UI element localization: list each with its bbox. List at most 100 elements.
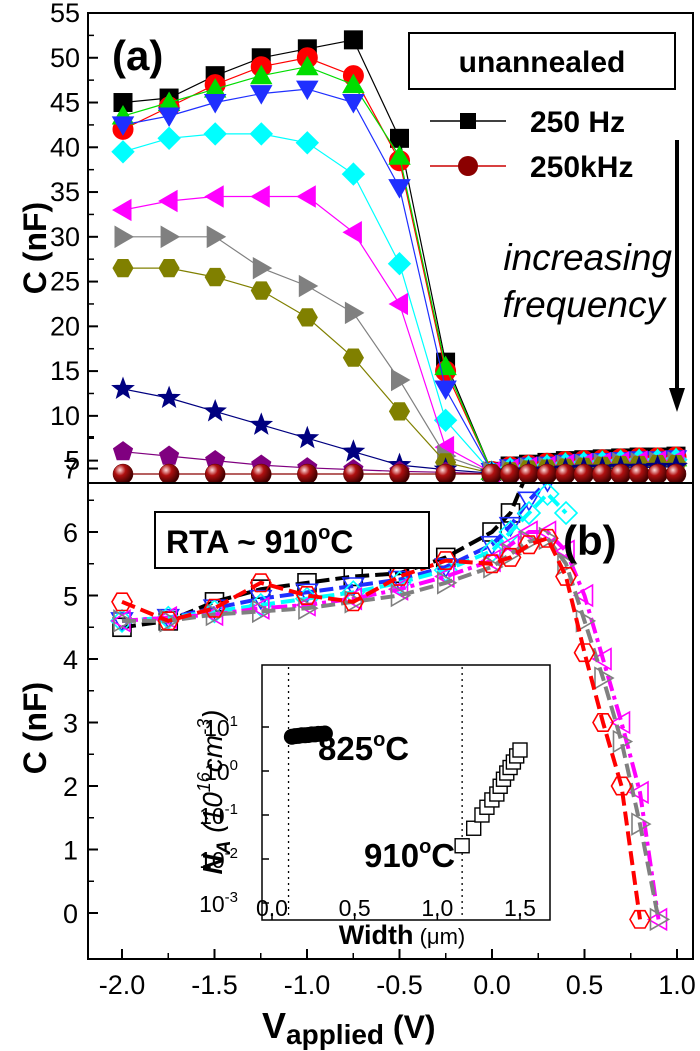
inset-x-tick-label: 1.5 <box>504 895 536 921</box>
panel-b-point <box>344 590 365 614</box>
panel-b-point <box>157 611 180 631</box>
panel-a-point <box>343 30 363 50</box>
panel-b-y-ticks: 0 1 2 3 4 5 6 7 <box>63 436 98 929</box>
panel-b-point <box>113 609 134 633</box>
panel-a-point <box>296 185 316 208</box>
inset-ticks: 0.0 0.5 1.0 1.5 10-3 10-2 10-1 100 101 <box>199 713 536 921</box>
panel-a-point <box>388 179 411 199</box>
panel-a-point <box>160 225 181 249</box>
panel-a-point <box>391 368 411 392</box>
inset-x-label: Width (μm) <box>339 920 466 950</box>
panel-a-point <box>389 463 410 483</box>
panel-a-y-tick-label: 55 <box>50 0 80 28</box>
panel-b-y-tick-label: 2 <box>63 772 78 802</box>
panel-b-x-ticks: -2.0 -1.5 -1.0 -0.5 0.0 0.5 1.0 <box>99 949 696 1000</box>
panel-b-point <box>434 551 457 571</box>
panel-b-point <box>249 573 272 593</box>
panel-a-point <box>628 463 650 483</box>
unannealed-label: unannealed <box>459 46 626 79</box>
panel-a-point <box>112 441 134 461</box>
panel-a-point <box>435 463 456 483</box>
panel-a-y-tick-label: 20 <box>50 311 80 341</box>
inset-series <box>283 667 528 918</box>
panel-a-point <box>250 85 273 105</box>
panel-b-point <box>342 592 365 612</box>
panel-a-point <box>204 185 224 208</box>
panel-a-point <box>251 463 272 483</box>
panel-a-point <box>111 140 135 164</box>
inset-y-tick-label: 100 <box>204 757 238 785</box>
panel-a-point <box>342 221 362 244</box>
panel-b-point <box>159 609 180 633</box>
panel-b-point <box>536 528 559 548</box>
panel-b-line-5 <box>121 535 642 920</box>
panel-b-y-label: C (nF) <box>17 682 53 774</box>
arrow-label-line1: increasing <box>503 237 672 278</box>
inset-point-910 <box>466 820 482 836</box>
panel-b-point <box>436 571 458 595</box>
panel-a-point <box>204 463 226 483</box>
legend-label-250hz: 250 Hz <box>530 106 625 139</box>
unannealed-box <box>408 32 676 90</box>
panel-b-y-tick-label: 5 <box>63 582 78 612</box>
panel-b-point <box>592 712 614 733</box>
panel-b-series <box>109 483 671 932</box>
panel-a-point <box>388 292 408 316</box>
panel-a-point <box>114 225 134 249</box>
panel-a-point <box>203 398 227 422</box>
rta-box <box>154 511 430 569</box>
panel-b-x-tick-label: -0.5 <box>376 970 423 1000</box>
panel-a-point <box>387 251 412 276</box>
panel-b-point <box>612 729 634 754</box>
panel-a-point <box>111 376 135 400</box>
panel-a-point <box>111 198 132 222</box>
panel-a-y-label: C (nF) <box>17 202 53 294</box>
panel-a-point <box>158 259 180 278</box>
panel-a-point <box>388 145 411 165</box>
panel-b-point <box>553 500 579 526</box>
panel-a-point <box>341 162 366 186</box>
panel-a-point <box>158 189 178 213</box>
panel-a-series-10 <box>112 463 687 483</box>
panel-a: 5 10 15 20 25 30 35 40 45 50 55 (a) unannealed 250… <box>17 0 694 484</box>
panel-a-point <box>297 463 318 483</box>
inset-series-0 <box>283 725 333 745</box>
panel-b-frame <box>87 482 694 960</box>
panel-b-point <box>609 710 631 735</box>
panel-a-series-5 <box>111 185 685 483</box>
panel-b-point <box>572 583 594 608</box>
panel-b-y-tick-label: 4 <box>63 645 78 675</box>
panel-b-x-tick-label: 0.5 <box>566 970 604 1000</box>
panel-a-y-tick-label: 35 <box>50 177 80 207</box>
panel-b-point <box>573 643 596 663</box>
panel-b-point <box>629 909 651 929</box>
panel-a-point <box>499 463 521 483</box>
inset-y-tick-label: 101 <box>204 713 238 741</box>
inset-point-910 <box>512 742 528 758</box>
panel-a-point <box>298 274 319 298</box>
inset-y-tick-label: 10-3 <box>199 889 238 917</box>
panel-a-point <box>295 131 320 155</box>
panel-a-point <box>518 463 539 483</box>
panel-a-point <box>342 348 364 367</box>
panel-b-point <box>498 519 523 545</box>
panel-a-point <box>296 55 319 76</box>
rta-label: RTA ~ 910oC <box>166 522 353 560</box>
inset-series-1 <box>454 742 528 854</box>
panel-a-point <box>295 425 320 449</box>
panel-b-y-tick-label: 7 <box>63 455 78 485</box>
panel-b-point <box>516 500 542 526</box>
panel-a-point <box>157 107 181 127</box>
panel-b-point <box>499 547 522 567</box>
panel-b-point <box>535 483 560 507</box>
panel-a-point <box>157 385 181 409</box>
panel-b-y-tick-label: 6 <box>63 518 78 548</box>
panel-b-point <box>481 554 503 574</box>
panel-a-point <box>647 463 668 483</box>
inset-y-label: NA (1016cm-3) <box>194 710 235 875</box>
panel-a-y-tick-label: 40 <box>50 132 80 162</box>
panel-a-point <box>536 463 558 483</box>
panel-b-x-label: Vapplied (V) <box>262 1005 436 1050</box>
panel-b-x-tick-label: -2.0 <box>99 970 146 1000</box>
